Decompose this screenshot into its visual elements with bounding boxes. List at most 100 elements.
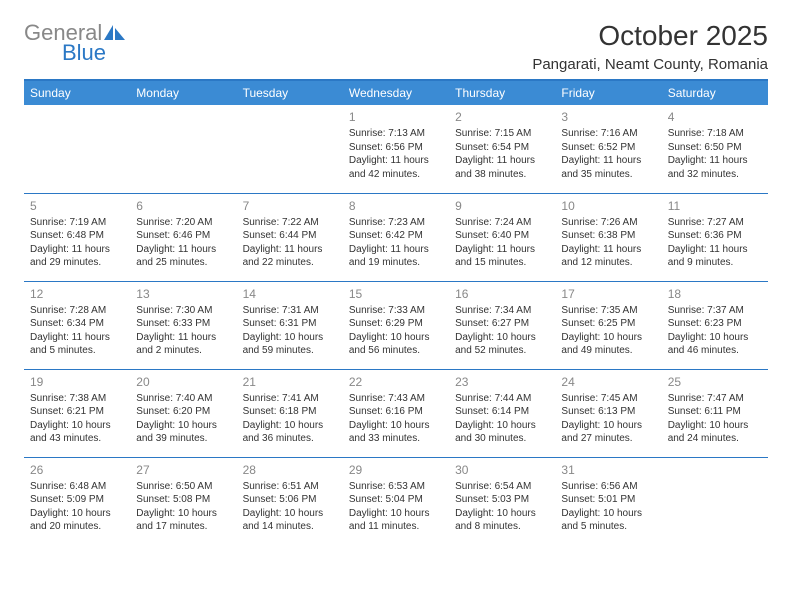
daylight-text: Daylight: 11 hours	[561, 243, 655, 257]
daylight-text: Daylight: 11 hours	[136, 243, 230, 257]
calendar-cell: 22Sunrise: 7:43 AMSunset: 6:16 PMDayligh…	[343, 369, 449, 457]
daylight-text: Daylight: 11 hours	[349, 154, 443, 168]
sunrise-text: Sunrise: 7:43 AM	[349, 392, 443, 406]
daylight-text: and 2 minutes.	[136, 344, 230, 358]
daylight-text: Daylight: 11 hours	[349, 243, 443, 257]
sunset-text: Sunset: 6:14 PM	[455, 405, 549, 419]
calendar-week-row: 19Sunrise: 7:38 AMSunset: 6:21 PMDayligh…	[24, 369, 768, 457]
daylight-text: and 5 minutes.	[561, 520, 655, 534]
calendar-cell	[130, 105, 236, 193]
daylight-text: and 27 minutes.	[561, 432, 655, 446]
daylight-text: Daylight: 10 hours	[561, 419, 655, 433]
daylight-text: and 9 minutes.	[668, 256, 762, 270]
daylight-text: and 22 minutes.	[243, 256, 337, 270]
daylight-text: and 38 minutes.	[455, 168, 549, 182]
calendar-cell: 26Sunrise: 6:48 AMSunset: 5:09 PMDayligh…	[24, 457, 130, 545]
day-number: 20	[136, 374, 230, 390]
calendar-cell: 8 Sunrise: 7:23 AMSunset: 6:42 PMDaylight…	[343, 193, 449, 281]
day-number: 31	[561, 462, 655, 478]
day-number: 9	[455, 198, 549, 214]
daylight-text: Daylight: 11 hours	[136, 331, 230, 345]
sunrise-text: Sunrise: 7:24 AM	[455, 216, 549, 230]
sunrise-text: Sunrise: 7:28 AM	[30, 304, 124, 318]
daylight-text: and 56 minutes.	[349, 344, 443, 358]
sunrise-text: Sunrise: 7:44 AM	[455, 392, 549, 406]
daylight-text: Daylight: 10 hours	[349, 419, 443, 433]
calendar-week-row: 5Sunrise: 7:19 AMSunset: 6:48 PMDaylight…	[24, 193, 768, 281]
sunset-text: Sunset: 6:31 PM	[243, 317, 337, 331]
daylight-text: and 25 minutes.	[136, 256, 230, 270]
daylight-text: Daylight: 10 hours	[561, 331, 655, 345]
calendar-cell: 6Sunrise: 7:20 AMSunset: 6:46 PMDaylight…	[130, 193, 236, 281]
daylight-text: and 11 minutes.	[349, 520, 443, 534]
daylight-text: Daylight: 10 hours	[561, 507, 655, 521]
day-number: 26	[30, 462, 124, 478]
sunrise-text: Sunrise: 6:54 AM	[455, 480, 549, 494]
calendar-cell: 14Sunrise: 7:31 AMSunset: 6:31 PMDayligh…	[237, 281, 343, 369]
sunset-text: Sunset: 6:46 PM	[136, 229, 230, 243]
day-header: Tuesday	[237, 80, 343, 105]
calendar-cell: 17Sunrise: 7:35 AMSunset: 6:25 PMDayligh…	[555, 281, 661, 369]
day-number: 12	[30, 286, 124, 302]
daylight-text: and 46 minutes.	[668, 344, 762, 358]
sunset-text: Sunset: 6:36 PM	[668, 229, 762, 243]
sunset-text: Sunset: 5:04 PM	[349, 493, 443, 507]
daylight-text: Daylight: 11 hours	[243, 243, 337, 257]
sunrise-text: Sunrise: 7:38 AM	[30, 392, 124, 406]
day-number: 16	[455, 286, 549, 302]
calendar-cell: 21Sunrise: 7:41 AMSunset: 6:18 PMDayligh…	[237, 369, 343, 457]
sunrise-text: Sunrise: 7:45 AM	[561, 392, 655, 406]
day-number: 7	[243, 198, 337, 214]
daylight-text: and 52 minutes.	[455, 344, 549, 358]
sunrise-text: Sunrise: 7:31 AM	[243, 304, 337, 318]
logo: GeneralBlue	[24, 20, 126, 66]
day-number: 25	[668, 374, 762, 390]
daylight-text: Daylight: 10 hours	[136, 507, 230, 521]
day-number: 8	[349, 198, 443, 214]
day-number: 5	[30, 198, 124, 214]
daylight-text: and 36 minutes.	[243, 432, 337, 446]
day-number: 18	[668, 286, 762, 302]
sunrise-text: Sunrise: 7:23 AM	[349, 216, 443, 230]
calendar-cell: 15Sunrise: 7:33 AMSunset: 6:29 PMDayligh…	[343, 281, 449, 369]
daylight-text: Daylight: 11 hours	[668, 243, 762, 257]
sunset-text: Sunset: 6:52 PM	[561, 141, 655, 155]
sunrise-text: Sunrise: 7:13 AM	[349, 127, 443, 141]
sunset-text: Sunset: 6:50 PM	[668, 141, 762, 155]
sunrise-text: Sunrise: 7:47 AM	[668, 392, 762, 406]
sunset-text: Sunset: 6:38 PM	[561, 229, 655, 243]
sunrise-text: Sunrise: 7:33 AM	[349, 304, 443, 318]
daylight-text: and 12 minutes.	[561, 256, 655, 270]
daylight-text: and 33 minutes.	[349, 432, 443, 446]
sunset-text: Sunset: 6:42 PM	[349, 229, 443, 243]
calendar-cell: 28Sunrise: 6:51 AMSunset: 5:06 PMDayligh…	[237, 457, 343, 545]
calendar-cell: 12Sunrise: 7:28 AMSunset: 6:34 PMDayligh…	[24, 281, 130, 369]
daylight-text: Daylight: 11 hours	[455, 154, 549, 168]
day-number: 4	[668, 109, 762, 125]
sunset-text: Sunset: 6:25 PM	[561, 317, 655, 331]
sunset-text: Sunset: 6:11 PM	[668, 405, 762, 419]
calendar-cell: 24Sunrise: 7:45 AMSunset: 6:13 PMDayligh…	[555, 369, 661, 457]
sunrise-text: Sunrise: 7:34 AM	[455, 304, 549, 318]
sunrise-text: Sunrise: 7:30 AM	[136, 304, 230, 318]
calendar-header-row: SundayMondayTuesdayWednesdayThursdayFrid…	[24, 80, 768, 105]
calendar-cell	[24, 105, 130, 193]
daylight-text: and 42 minutes.	[349, 168, 443, 182]
daylight-text: Daylight: 11 hours	[30, 331, 124, 345]
daylight-text: Daylight: 10 hours	[455, 507, 549, 521]
day-number: 10	[561, 198, 655, 214]
sunset-text: Sunset: 6:18 PM	[243, 405, 337, 419]
daylight-text: and 14 minutes.	[243, 520, 337, 534]
daylight-text: and 59 minutes.	[243, 344, 337, 358]
day-number: 28	[243, 462, 337, 478]
calendar-cell	[237, 105, 343, 193]
sunrise-text: Sunrise: 6:56 AM	[561, 480, 655, 494]
sunrise-text: Sunrise: 6:51 AM	[243, 480, 337, 494]
daylight-text: Daylight: 11 hours	[455, 243, 549, 257]
sunrise-text: Sunrise: 7:15 AM	[455, 127, 549, 141]
sunrise-text: Sunrise: 7:27 AM	[668, 216, 762, 230]
sunset-text: Sunset: 6:23 PM	[668, 317, 762, 331]
calendar-week-row: 12Sunrise: 7:28 AMSunset: 6:34 PMDayligh…	[24, 281, 768, 369]
sunrise-text: Sunrise: 7:19 AM	[30, 216, 124, 230]
sunrise-text: Sunrise: 6:53 AM	[349, 480, 443, 494]
